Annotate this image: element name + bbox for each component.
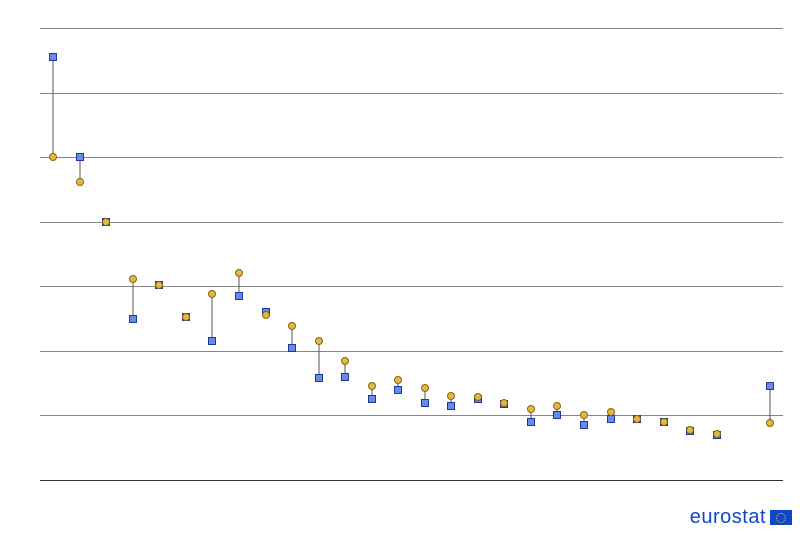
gridline [40, 351, 783, 352]
series-a-marker [368, 395, 376, 403]
series-b-marker [500, 399, 508, 407]
series-b-marker [341, 357, 349, 365]
series-b-marker [686, 426, 694, 434]
chart-plot-area [40, 15, 783, 480]
series-a-marker [394, 386, 402, 394]
series-a-marker [235, 292, 243, 300]
range-connector [132, 279, 133, 319]
series-b-marker [421, 384, 429, 392]
series-b-marker [235, 269, 243, 277]
series-a-marker [49, 53, 57, 61]
series-b-marker [182, 313, 190, 321]
series-a-marker [553, 411, 561, 419]
gridline [40, 286, 783, 287]
gridline [40, 157, 783, 158]
series-b-marker [49, 153, 57, 161]
eurostat-logo: eurostat [690, 506, 792, 529]
series-b-marker [315, 337, 323, 345]
eurostat-logo-text: eurostat [690, 506, 766, 529]
series-a-marker [208, 337, 216, 345]
series-b-marker [102, 218, 110, 226]
series-b-marker [155, 281, 163, 289]
range-connector [212, 294, 213, 341]
series-b-marker [713, 430, 721, 438]
series-b-marker [553, 402, 561, 410]
series-a-marker [76, 153, 84, 161]
series-a-marker [527, 418, 535, 426]
series-a-marker [315, 374, 323, 382]
series-b-marker [607, 408, 615, 416]
series-b-marker [368, 382, 376, 390]
series-b-marker [766, 419, 774, 427]
series-b-marker [660, 418, 668, 426]
series-a-marker [288, 344, 296, 352]
gridline [40, 415, 783, 416]
range-connector [769, 386, 770, 423]
series-a-marker [129, 315, 137, 323]
gridline [40, 93, 783, 94]
range-connector [53, 57, 54, 157]
series-b-marker [129, 275, 137, 283]
series-b-marker [474, 393, 482, 401]
series-b-marker [394, 376, 402, 384]
x-axis [40, 480, 783, 481]
series-a-marker [580, 421, 588, 429]
series-b-marker [527, 405, 535, 413]
series-b-marker [262, 311, 270, 319]
range-connector [318, 341, 319, 378]
gridline [40, 28, 783, 29]
series-b-marker [633, 415, 641, 423]
series-a-marker [447, 402, 455, 410]
series-b-marker [580, 411, 588, 419]
series-a-marker [766, 382, 774, 390]
series-a-marker [421, 399, 429, 407]
series-b-marker [288, 322, 296, 330]
series-b-marker [76, 178, 84, 186]
series-b-marker [447, 392, 455, 400]
series-b-marker [208, 290, 216, 298]
eu-flag-icon [770, 510, 792, 525]
gridline [40, 222, 783, 223]
series-a-marker [341, 373, 349, 381]
